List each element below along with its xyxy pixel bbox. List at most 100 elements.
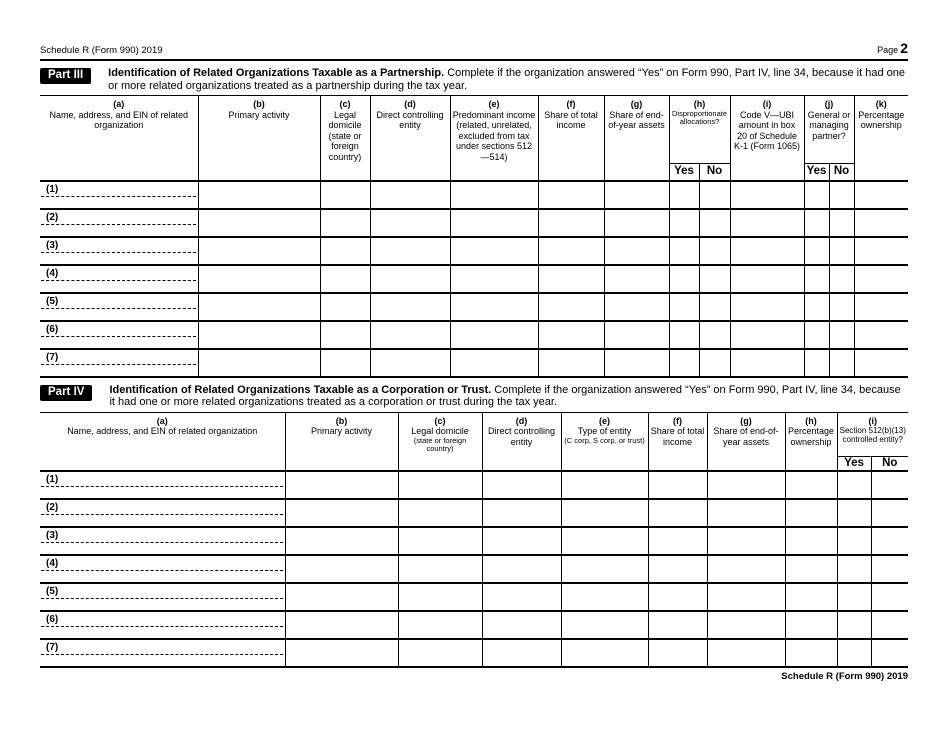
fill-cell[interactable] — [853, 179, 909, 210]
fill-cell[interactable] — [481, 554, 562, 584]
fill-cell[interactable] — [537, 207, 605, 238]
fill-cell-no[interactable] — [828, 235, 855, 266]
fill-cell-no[interactable] — [870, 554, 908, 584]
name-fill-cell[interactable]: (2) — [40, 207, 199, 238]
fill-cell[interactable] — [560, 470, 649, 500]
fill-cell-no[interactable] — [698, 347, 731, 378]
fill-cell[interactable] — [729, 291, 805, 322]
fill-cell[interactable] — [784, 498, 838, 528]
fill-cell-yes[interactable] — [668, 291, 700, 322]
name-fill-cell[interactable]: (6) — [40, 610, 286, 640]
name-fill-cell[interactable]: (3) — [40, 235, 199, 266]
fill-cell[interactable] — [647, 610, 708, 640]
fill-cell[interactable] — [647, 582, 708, 612]
fill-cell-yes[interactable] — [668, 207, 700, 238]
fill-cell[interactable] — [729, 235, 805, 266]
fill-cell-yes[interactable] — [668, 347, 700, 378]
fill-cell[interactable] — [397, 526, 483, 556]
fill-cell[interactable] — [853, 291, 909, 322]
fill-cell[interactable] — [560, 498, 649, 528]
fill-cell[interactable] — [853, 207, 909, 238]
fill-cell[interactable] — [706, 638, 786, 668]
fill-cell[interactable] — [481, 526, 562, 556]
fill-cell[interactable] — [537, 319, 605, 350]
fill-cell[interactable] — [481, 610, 562, 640]
fill-cell[interactable] — [603, 179, 670, 210]
fill-cell[interactable] — [603, 235, 670, 266]
fill-cell[interactable] — [537, 235, 605, 266]
fill-cell-no[interactable] — [698, 235, 731, 266]
fill-cell[interactable] — [603, 319, 670, 350]
fill-cell[interactable] — [481, 470, 562, 500]
fill-cell-yes[interactable] — [836, 610, 872, 640]
fill-cell[interactable] — [449, 207, 539, 238]
fill-cell[interactable] — [784, 610, 838, 640]
fill-cell-no[interactable] — [698, 179, 731, 210]
fill-cell[interactable] — [284, 554, 399, 584]
fill-cell[interactable] — [853, 347, 909, 378]
fill-cell[interactable] — [197, 347, 321, 378]
fill-cell-yes[interactable] — [803, 319, 830, 350]
fill-cell[interactable] — [481, 582, 562, 612]
name-fill-cell[interactable]: (1) — [40, 470, 286, 500]
fill-cell[interactable] — [537, 347, 605, 378]
fill-cell[interactable] — [397, 582, 483, 612]
fill-cell-yes[interactable] — [803, 207, 830, 238]
fill-cell[interactable] — [397, 638, 483, 668]
fill-cell[interactable] — [449, 179, 539, 210]
fill-cell-yes[interactable] — [668, 319, 700, 350]
fill-cell[interactable] — [369, 235, 451, 266]
fill-cell[interactable] — [647, 526, 708, 556]
fill-cell[interactable] — [560, 526, 649, 556]
fill-cell[interactable] — [319, 347, 371, 378]
fill-cell[interactable] — [537, 263, 605, 294]
fill-cell[interactable] — [706, 582, 786, 612]
fill-cell[interactable] — [784, 554, 838, 584]
fill-cell[interactable] — [369, 179, 451, 210]
fill-cell[interactable] — [706, 610, 786, 640]
fill-cell[interactable] — [647, 638, 708, 668]
fill-cell-yes[interactable] — [803, 179, 830, 210]
fill-cell-yes[interactable] — [803, 263, 830, 294]
fill-cell[interactable] — [729, 319, 805, 350]
fill-cell[interactable] — [284, 638, 399, 668]
fill-cell[interactable] — [481, 638, 562, 668]
fill-cell[interactable] — [397, 498, 483, 528]
fill-cell[interactable] — [319, 291, 371, 322]
fill-cell-yes[interactable] — [668, 179, 700, 210]
fill-cell[interactable] — [197, 235, 321, 266]
fill-cell-yes[interactable] — [836, 498, 872, 528]
fill-cell[interactable] — [449, 263, 539, 294]
name-fill-cell[interactable]: (4) — [40, 263, 199, 294]
fill-cell[interactable] — [729, 207, 805, 238]
fill-cell[interactable] — [284, 526, 399, 556]
name-fill-cell[interactable]: (1) — [40, 179, 199, 210]
fill-cell[interactable] — [449, 347, 539, 378]
fill-cell[interactable] — [197, 207, 321, 238]
fill-cell-yes[interactable] — [668, 263, 700, 294]
fill-cell[interactable] — [560, 610, 649, 640]
fill-cell[interactable] — [647, 554, 708, 584]
name-fill-cell[interactable]: (5) — [40, 582, 286, 612]
fill-cell-yes[interactable] — [668, 235, 700, 266]
fill-cell-no[interactable] — [870, 582, 908, 612]
fill-cell-no[interactable] — [870, 470, 908, 500]
fill-cell[interactable] — [284, 470, 399, 500]
fill-cell[interactable] — [369, 207, 451, 238]
fill-cell-no[interactable] — [870, 526, 908, 556]
fill-cell[interactable] — [706, 498, 786, 528]
name-fill-cell[interactable]: (4) — [40, 554, 286, 584]
fill-cell[interactable] — [397, 610, 483, 640]
fill-cell-no[interactable] — [870, 638, 908, 668]
fill-cell[interactable] — [706, 526, 786, 556]
fill-cell[interactable] — [647, 470, 708, 500]
fill-cell-no[interactable] — [828, 207, 855, 238]
fill-cell[interactable] — [537, 291, 605, 322]
fill-cell-no[interactable] — [828, 291, 855, 322]
fill-cell[interactable] — [449, 235, 539, 266]
fill-cell[interactable] — [319, 179, 371, 210]
fill-cell[interactable] — [481, 498, 562, 528]
name-fill-cell[interactable]: (7) — [40, 347, 199, 378]
fill-cell[interactable] — [319, 235, 371, 266]
fill-cell[interactable] — [603, 263, 670, 294]
